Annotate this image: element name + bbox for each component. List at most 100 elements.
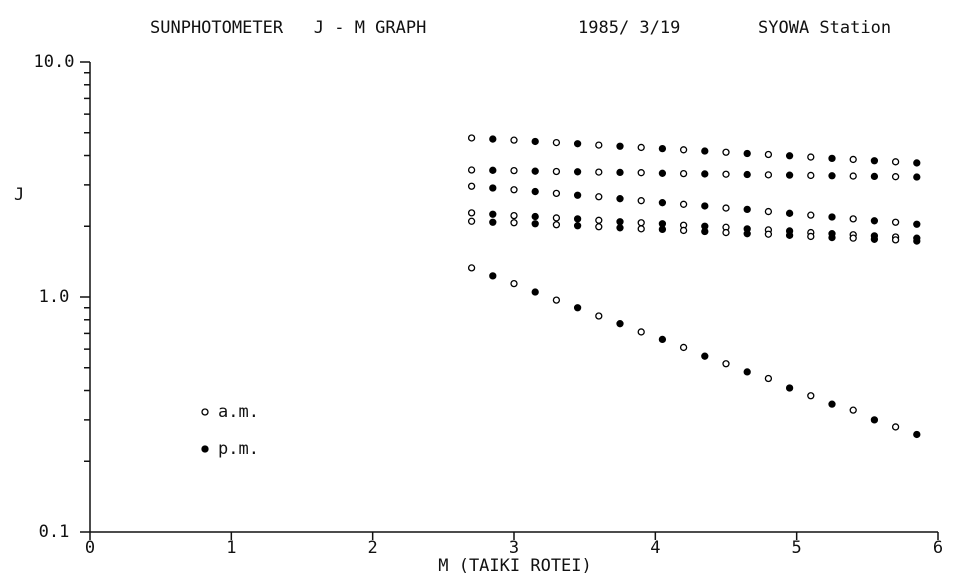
point [637, 225, 645, 233]
point [552, 189, 561, 198]
point [891, 236, 900, 244]
point [701, 352, 709, 360]
point [510, 166, 518, 175]
point [849, 215, 857, 223]
point [658, 169, 667, 177]
point [701, 147, 709, 155]
point [489, 166, 497, 174]
point [828, 400, 836, 408]
point [913, 173, 921, 181]
point [828, 172, 836, 180]
point [658, 335, 667, 344]
point [722, 228, 730, 237]
point [531, 137, 539, 146]
y-tick-label: 1.0 [39, 287, 70, 307]
point [595, 312, 603, 320]
point [552, 214, 561, 222]
point [701, 202, 709, 210]
point [913, 430, 921, 439]
point [531, 167, 539, 175]
point [467, 182, 476, 190]
point [870, 416, 879, 424]
point [658, 199, 667, 207]
point [616, 142, 624, 150]
point [785, 231, 794, 239]
point [849, 155, 857, 164]
point [531, 220, 539, 228]
x-tick-label: 1 [226, 538, 236, 558]
legend-marker [201, 408, 209, 416]
chart-date: 1985/ 3/19 [578, 18, 680, 38]
point [722, 170, 730, 178]
point [743, 149, 751, 158]
point [913, 220, 921, 228]
point [679, 146, 688, 154]
point [489, 218, 497, 226]
point [552, 296, 561, 304]
point [658, 144, 667, 153]
point [510, 136, 518, 144]
point [849, 234, 857, 242]
point [595, 223, 603, 231]
point [573, 168, 582, 176]
point [531, 212, 539, 221]
point [764, 230, 773, 238]
point [891, 173, 900, 181]
point [510, 211, 518, 220]
point [531, 187, 539, 196]
point [785, 152, 794, 160]
point [467, 166, 476, 174]
legend-label: p.m. [218, 439, 259, 459]
legend-label: a.m. [218, 402, 259, 422]
point [489, 135, 497, 143]
point [595, 141, 603, 149]
point [637, 169, 645, 177]
x-axis-label: M (TAIKI ROTEI) [438, 556, 592, 576]
point [510, 279, 518, 288]
point [870, 172, 879, 181]
point [595, 216, 603, 224]
point [891, 158, 900, 166]
point [510, 219, 518, 227]
legend-marker [201, 445, 209, 453]
point [573, 222, 582, 230]
point [743, 170, 751, 179]
x-tick-label: 5 [792, 538, 802, 558]
point [679, 226, 688, 235]
point [637, 143, 645, 152]
x-tick-label: 0 [85, 538, 95, 558]
point [616, 218, 624, 226]
point [785, 171, 794, 179]
point [637, 219, 645, 227]
point [849, 172, 857, 180]
point [764, 171, 773, 179]
point [785, 209, 794, 217]
point [573, 191, 582, 199]
point [595, 193, 603, 201]
point [743, 368, 751, 376]
point [828, 213, 836, 221]
point [573, 215, 582, 223]
point [849, 406, 857, 414]
point [913, 237, 921, 245]
point [828, 233, 836, 242]
y-tick-label: 0.1 [39, 522, 70, 542]
point [807, 211, 815, 219]
x-tick-label: 6 [933, 538, 943, 558]
point [743, 205, 751, 214]
point [467, 264, 476, 272]
point [637, 197, 645, 205]
y-axis-label: J [14, 185, 24, 205]
point [679, 200, 688, 208]
point [764, 207, 773, 216]
x-tick-label: 4 [650, 538, 660, 558]
point [701, 227, 709, 236]
point [467, 134, 476, 142]
point [722, 360, 730, 368]
point [722, 204, 730, 212]
point [616, 168, 624, 177]
point [764, 150, 773, 159]
point [701, 170, 709, 178]
chart-title: SUNPHOTOMETER J - M GRAPH [150, 18, 426, 38]
